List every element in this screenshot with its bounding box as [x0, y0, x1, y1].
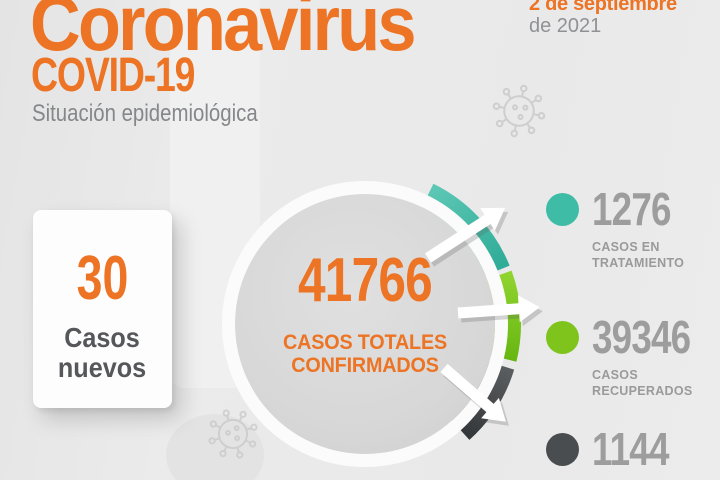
stat-row-3: 1144 [546, 426, 688, 472]
stat-label-line1: CASOS [592, 368, 638, 382]
tagline: Situación epidemiológica [32, 100, 258, 127]
total-circle [235, 194, 495, 454]
new-cases-label-line2: nuevos [58, 352, 147, 384]
total-cases-label-line1: CASOS TOTALES [283, 330, 447, 354]
new-cases-label-line1: Casos [64, 322, 141, 353]
page-title: Coronavirus [30, 0, 416, 67]
stat-label-line2: TRATAMIENTO [592, 256, 685, 271]
new-cases-label: Casos nuevos [58, 322, 147, 384]
stat-text: 1144 [592, 426, 688, 472]
date-day-month: 2 de septiembre [529, 0, 677, 15]
new-cases-value: 30 [76, 244, 129, 313]
stat-label-line2: RECUPERADOS [592, 384, 693, 399]
date-block: 2 de septiembre de 2021 [529, 0, 677, 38]
dark-dot-icon [546, 433, 579, 466]
new-cases-card: 30 Casos nuevos [33, 210, 172, 408]
total-cases-label: CASOS TOTALES CONFIRMADOS [227, 330, 503, 378]
arrow-right-icon [457, 295, 543, 327]
stat-value: 1276 [592, 183, 671, 235]
stat-row-tratamiento: 1276 CASOS EN TRATAMIENTO [546, 186, 690, 272]
arrow-up-right-icon [425, 207, 509, 267]
total-cases-value: 41766 [298, 246, 433, 315]
stat-text: 1276 CASOS EN TRATAMIENTO [592, 186, 690, 272]
covid19-subtitle: COVID-19 [31, 49, 195, 102]
stat-row-recuperados: 39346 CASOS RECUPERADOS [546, 314, 715, 400]
stat-value: 39346 [592, 311, 691, 363]
stat-label: CASOS RECUPERADOS [592, 367, 715, 400]
stat-label-line1: CASOS EN [592, 240, 660, 254]
date-year: de 2021 [529, 15, 602, 38]
green-dot-icon [546, 321, 579, 354]
virus-icon [487, 79, 551, 143]
total-cases-label-line2: CONFIRMADOS [291, 353, 439, 378]
total-circle-ring [222, 181, 508, 467]
arrow-down-right-icon [440, 363, 509, 426]
stat-text: 39346 CASOS RECUPERADOS [592, 314, 715, 400]
stat-label: CASOS EN TRATAMIENTO [592, 239, 690, 272]
stat-value: 1144 [592, 423, 669, 475]
teal-dot-icon [546, 193, 579, 226]
